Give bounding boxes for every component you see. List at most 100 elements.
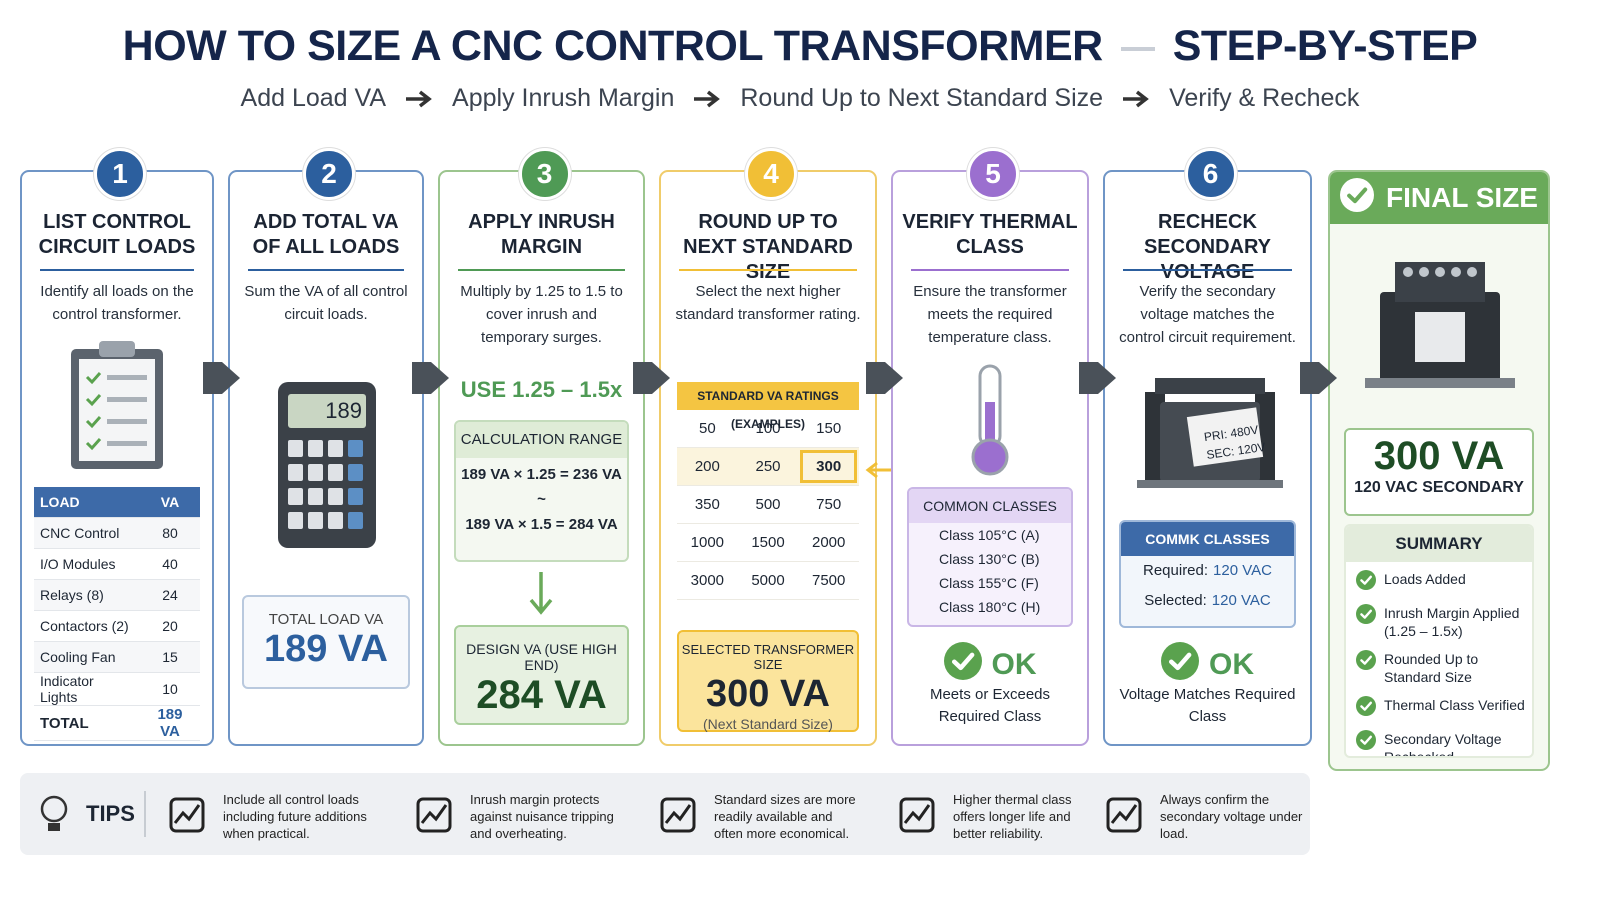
check-icon bbox=[1161, 642, 1199, 688]
calculator-icon-part bbox=[328, 512, 343, 529]
tips-divider bbox=[144, 791, 146, 837]
clipboard-icon-part bbox=[107, 419, 147, 424]
status-text: OK bbox=[991, 648, 1037, 681]
load-name: I/O Modules bbox=[34, 548, 140, 580]
status-text: OK bbox=[1209, 648, 1254, 681]
step-number: 4 bbox=[745, 148, 797, 200]
summary-check-part bbox=[1360, 575, 1373, 585]
calc-line: ~ bbox=[537, 491, 546, 508]
tip-icon-part bbox=[664, 804, 692, 824]
clipboard-icon bbox=[67, 337, 167, 477]
check-icon-part bbox=[1168, 652, 1192, 671]
summary-item: Thermal Class Verified bbox=[1346, 696, 1532, 720]
arrows bbox=[203, 362, 1337, 394]
rating: 5000 bbox=[751, 572, 785, 589]
table: LOAD VA CNC Control 80 I/O Modules 40 Relays (… bbox=[34, 487, 200, 741]
calculator-icon-part bbox=[288, 464, 303, 481]
calculator-icon-part bbox=[308, 488, 323, 505]
calculator-icon-part bbox=[348, 512, 363, 529]
step-description: Select the next higher standard transfor… bbox=[675, 283, 861, 323]
ratings-row: 50 100 150 bbox=[677, 410, 859, 448]
step-description: Sum the VA of all control circuit loads. bbox=[244, 283, 408, 323]
rating: 100 bbox=[755, 420, 781, 437]
load-name: Indicator Lights bbox=[34, 672, 140, 706]
check-icon-svg bbox=[1161, 642, 1199, 680]
load-va: 20 bbox=[139, 610, 200, 642]
tip-icon bbox=[412, 793, 456, 842]
class-item: Class 180°C (H) bbox=[917, 595, 1071, 619]
check-label: Required: bbox=[1143, 562, 1209, 579]
header-cell: VA bbox=[139, 487, 200, 518]
step-number: 6 bbox=[1184, 148, 1237, 200]
final-value-box: 300 VA 120 VAC SECONDARY bbox=[1344, 428, 1534, 516]
bulb-icon-part bbox=[48, 823, 60, 831]
calc-title: CALCULATION RANGE bbox=[456, 422, 627, 458]
clipboard-icon-svg bbox=[71, 341, 163, 469]
final-transformer-icon-svg bbox=[1365, 262, 1515, 388]
rating: 3000 bbox=[690, 572, 725, 589]
selected-note: (Next Standard Size) bbox=[703, 716, 833, 732]
summary-check-svg bbox=[1356, 696, 1376, 716]
summary-text: Secondary Voltage Rechecked bbox=[1384, 731, 1502, 758]
bulb-icon-part bbox=[40, 795, 68, 823]
tip-icon-part bbox=[903, 804, 931, 824]
summary-item: Rounded Up to Standard Size bbox=[1346, 650, 1532, 686]
final-check-part bbox=[1347, 187, 1368, 203]
step-title: APPLY INRUSH MARGIN bbox=[468, 211, 615, 258]
summary-text: Inrush Margin Applied (1.25 – 1.5x) bbox=[1384, 605, 1520, 639]
final-check-svg bbox=[1340, 177, 1375, 212]
rating: 2000 bbox=[811, 534, 846, 551]
calculator-icon bbox=[276, 380, 378, 555]
rating: 50 bbox=[698, 420, 716, 437]
clipboard-icon-part bbox=[85, 394, 102, 407]
table-row: CNC Control 80 bbox=[34, 517, 200, 549]
calculator-icon-part bbox=[288, 394, 366, 428]
rating: 1500 bbox=[751, 534, 785, 551]
flow-step: Apply Inrush Margin bbox=[452, 84, 675, 112]
summary-check-svg bbox=[1356, 570, 1376, 590]
step-title: RECHECK SECONDARY VOLTAGE bbox=[1143, 211, 1272, 283]
design-box: DESIGN VA (USE HIGH END) 284 VA bbox=[454, 625, 629, 725]
flow-arrow-path bbox=[694, 90, 721, 107]
final-transformer-icon-part bbox=[1365, 378, 1515, 388]
tip-icon-part bbox=[1106, 797, 1142, 833]
summary-text: Thermal Class Verified bbox=[1384, 697, 1525, 713]
ratings-row: 3000 5000 7500 bbox=[677, 562, 859, 600]
bulb-icon bbox=[36, 791, 72, 842]
tip-icon bbox=[165, 793, 209, 842]
load-va: 80 bbox=[139, 517, 200, 549]
tip-icon-part bbox=[173, 804, 201, 824]
load-va: 24 bbox=[139, 579, 200, 611]
calculator-icon-part bbox=[308, 440, 323, 457]
selected-rating: 300 bbox=[798, 448, 860, 485]
voltage-box: COMMK CLASSES Required: 120 VAC Selected: 12… bbox=[1119, 520, 1296, 628]
arrow bbox=[866, 362, 903, 394]
tip-icon-svg bbox=[169, 797, 205, 833]
voltage-check: Selected: 120 VAC bbox=[1121, 586, 1294, 616]
summary-check-svg bbox=[1356, 604, 1376, 624]
summary-check-part bbox=[1360, 735, 1373, 745]
final-card: FINAL SIZE 300 VA 120 VAC SECONDARY SUMMARY… bbox=[1328, 170, 1550, 771]
total-cell: TOTAL bbox=[34, 705, 140, 741]
total-box: TOTAL LOAD VA 189 VA bbox=[242, 595, 410, 689]
check-icon-part bbox=[951, 652, 974, 671]
factor-highlight: USE 1.25 – 1.5x bbox=[460, 377, 623, 402]
summary-title: SUMMARY bbox=[1346, 526, 1532, 562]
ratings-row: 200 250 300 bbox=[677, 448, 860, 486]
check-value: 120 VAC bbox=[1211, 592, 1271, 609]
step-number: 3 bbox=[518, 148, 571, 200]
step-number: 5 bbox=[967, 148, 1019, 200]
title: HOW TO SIZE A CNC CONTROL TRANSFORMER STE… bbox=[0, 22, 1600, 71]
table-row: Cooling Fan 15 bbox=[34, 641, 200, 673]
arrow bbox=[1300, 362, 1337, 394]
summary-check bbox=[1356, 650, 1376, 674]
step-description: Ensure the transformer meets the require… bbox=[913, 283, 1067, 346]
step-card: 2 ADD TOTAL VA OF ALL LOADS Sum the VA of … bbox=[228, 148, 424, 746]
calculator-icon-part bbox=[288, 512, 303, 529]
down-arrow-part bbox=[529, 572, 553, 615]
rating: 750 bbox=[816, 496, 842, 513]
arrow bbox=[203, 362, 240, 394]
tip-icon-svg bbox=[416, 797, 452, 833]
header-cell: LOAD bbox=[34, 487, 140, 518]
selected-label: SELECTED TRANSFORMER SIZE bbox=[681, 642, 855, 672]
